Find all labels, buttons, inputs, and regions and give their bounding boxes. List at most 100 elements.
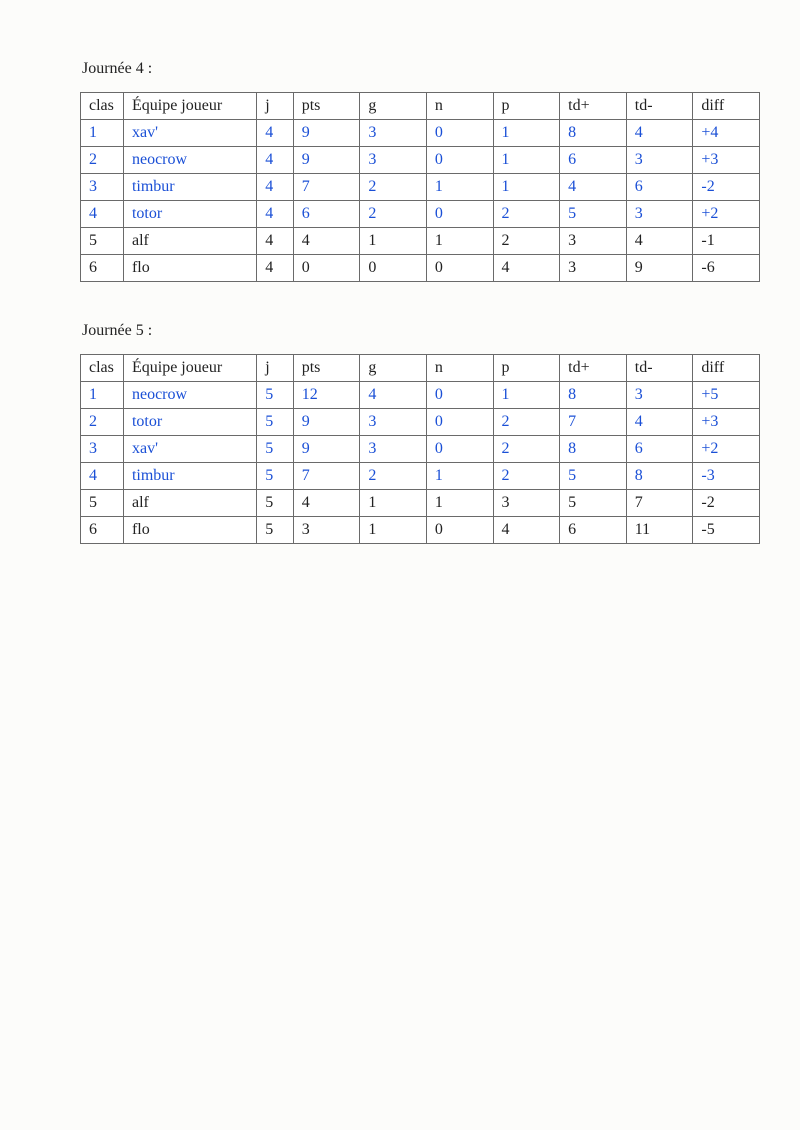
table-row: 4timbur5721258-3: [81, 463, 760, 490]
table-cell: 6: [293, 201, 360, 228]
table-cell: totor: [123, 201, 256, 228]
table-row: 6flo53104611-5: [81, 517, 760, 544]
col-tdp: td+: [560, 93, 627, 120]
table-cell: alf: [123, 228, 256, 255]
table-cell: -2: [693, 174, 760, 201]
table-cell: 1: [426, 463, 493, 490]
table-cell: 9: [293, 120, 360, 147]
table-cell: -6: [693, 255, 760, 282]
section-title-2: Journée 5 :: [82, 322, 770, 340]
table-cell: 4: [257, 201, 294, 228]
table-cell: 3: [360, 147, 427, 174]
table-cell: totor: [123, 409, 256, 436]
table-cell: 4: [257, 120, 294, 147]
col-equipe: Équipe joueur: [123, 93, 256, 120]
table-cell: 8: [560, 382, 627, 409]
table-cell: -5: [693, 517, 760, 544]
table-row: 3timbur4721146-2: [81, 174, 760, 201]
table-cell: 0: [426, 517, 493, 544]
table-cell: 6: [81, 517, 124, 544]
table-header-row: clas Équipe joueur j pts g n p td+ td- d…: [81, 93, 760, 120]
table-cell: 9: [626, 255, 693, 282]
table-cell: 3: [81, 436, 124, 463]
table-cell: 1: [493, 147, 560, 174]
col-clas: clas: [81, 355, 124, 382]
table-cell: neocrow: [123, 147, 256, 174]
table-cell: 0: [426, 255, 493, 282]
table-cell: 5: [257, 490, 294, 517]
table-cell: 2: [81, 147, 124, 174]
col-g: g: [360, 93, 427, 120]
table-cell: 6: [626, 436, 693, 463]
table-cell: 0: [426, 409, 493, 436]
col-j: j: [257, 93, 294, 120]
table-cell: 0: [426, 436, 493, 463]
table-cell: 2: [493, 201, 560, 228]
table-cell: 4: [81, 201, 124, 228]
table-cell: 4: [293, 228, 360, 255]
table-row: 2neocrow4930163+3: [81, 147, 760, 174]
table-row: 6flo4000439-6: [81, 255, 760, 282]
table-cell: 0: [426, 120, 493, 147]
table-cell: 4: [257, 147, 294, 174]
table-cell: 7: [293, 463, 360, 490]
table-cell: +3: [693, 147, 760, 174]
table-cell: 6: [560, 147, 627, 174]
table-cell: timbur: [123, 174, 256, 201]
table-cell: alf: [123, 490, 256, 517]
col-diff: diff: [693, 355, 760, 382]
col-tdp: td+: [560, 355, 627, 382]
table-cell: 5: [257, 436, 294, 463]
page: Journée 4 : clas Équipe joueur j pts g n…: [0, 0, 800, 614]
table-cell: 1: [81, 120, 124, 147]
table-cell: 3: [560, 228, 627, 255]
table-cell: 7: [293, 174, 360, 201]
table-cell: 4: [257, 255, 294, 282]
table-cell: 4: [293, 490, 360, 517]
table-cell: timbur: [123, 463, 256, 490]
table-cell: 8: [560, 120, 627, 147]
col-n: n: [426, 93, 493, 120]
table-cell: 1: [360, 490, 427, 517]
table-cell: 1: [360, 517, 427, 544]
table-cell: 2: [493, 409, 560, 436]
table-cell: 2: [360, 463, 427, 490]
table-cell: 6: [560, 517, 627, 544]
table-cell: 3: [626, 147, 693, 174]
table-cell: 8: [626, 463, 693, 490]
table-cell: 2: [493, 228, 560, 255]
table-cell: 3: [560, 255, 627, 282]
table-cell: +3: [693, 409, 760, 436]
table-cell: 6: [626, 174, 693, 201]
col-pts: pts: [293, 93, 360, 120]
table-cell: 5: [257, 409, 294, 436]
table-cell: 8: [560, 436, 627, 463]
table-row: 1neocrow51240183+5: [81, 382, 760, 409]
table-row: 3xav'5930286+2: [81, 436, 760, 463]
col-p: p: [493, 93, 560, 120]
section-title-1: Journée 4 :: [82, 60, 770, 78]
standings-table-1: clas Équipe joueur j pts g n p td+ td- d…: [80, 92, 760, 282]
table-cell: 3: [493, 490, 560, 517]
table-cell: 5: [257, 517, 294, 544]
table-cell: 2: [493, 436, 560, 463]
table-cell: 5: [560, 463, 627, 490]
table-cell: 7: [560, 409, 627, 436]
table-cell: 2: [81, 409, 124, 436]
table-cell: 12: [293, 382, 360, 409]
col-tdm: td-: [626, 355, 693, 382]
table-cell: 0: [293, 255, 360, 282]
table-row: 5alf4411234-1: [81, 228, 760, 255]
table-cell: 4: [493, 255, 560, 282]
table-cell: 6: [81, 255, 124, 282]
table-cell: 1: [426, 174, 493, 201]
table-cell: flo: [123, 255, 256, 282]
col-equipe: Équipe joueur: [123, 355, 256, 382]
table-cell: 5: [81, 228, 124, 255]
table-cell: 4: [626, 120, 693, 147]
table-cell: 1: [426, 228, 493, 255]
table-cell: 5: [560, 201, 627, 228]
col-tdm: td-: [626, 93, 693, 120]
table-cell: -2: [693, 490, 760, 517]
table-cell: 3: [293, 517, 360, 544]
